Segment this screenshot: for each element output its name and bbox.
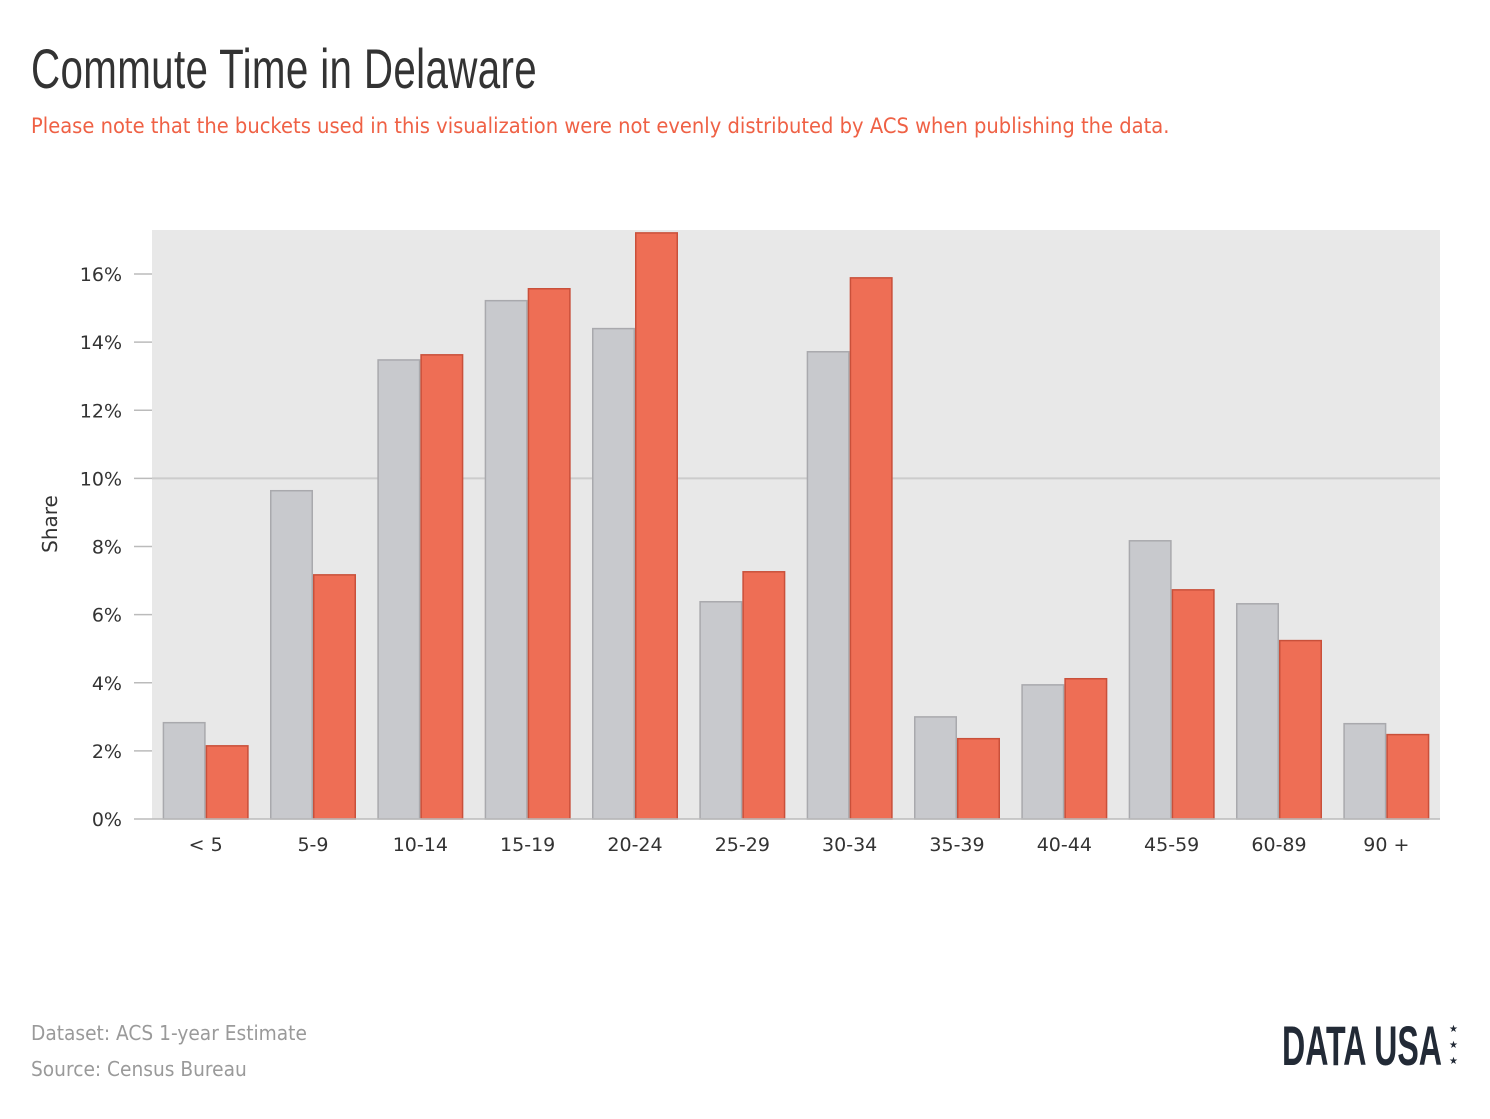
logo-star-icon: ★ [1449, 1040, 1458, 1051]
bar-series-1[interactable] [377, 359, 421, 820]
logo-text: DATA USA [1282, 1014, 1442, 1075]
x-tick-label: 5-9 [297, 834, 328, 856]
bar-series-1[interactable] [806, 351, 850, 820]
bar-series-2[interactable] [527, 288, 571, 820]
plot-background [152, 230, 1440, 819]
x-tick-label: 45-59 [1144, 834, 1199, 856]
y-axis-label: Share [38, 495, 62, 553]
bar-series-1[interactable] [1343, 722, 1387, 820]
x-tick-label: 20-24 [607, 834, 662, 856]
bar-series-1[interactable] [1236, 603, 1279, 820]
x-tick-label: 25-29 [715, 834, 770, 856]
y-tick-label: 12% [80, 400, 122, 422]
x-tick-label: 15-19 [500, 834, 555, 856]
x-tick-label: 60-89 [1251, 834, 1306, 856]
y-tick-label: 2% [92, 741, 122, 763]
bar-series-2[interactable] [849, 277, 893, 820]
chart-title: Commute Time in Delaware [31, 37, 538, 100]
source-label: Source: Census Bureau [31, 1057, 247, 1081]
bar-series-1[interactable] [162, 721, 206, 820]
bar-series-2[interactable] [1386, 733, 1430, 820]
x-tick-label: 30-34 [822, 834, 877, 856]
y-tick-label: 14% [80, 332, 122, 354]
x-tick-label: 90 + [1363, 834, 1409, 856]
bar-series-1[interactable] [592, 327, 635, 820]
bar-series-2[interactable] [205, 745, 249, 820]
bar-series-1[interactable] [914, 716, 957, 820]
y-tick-label: 4% [92, 673, 122, 695]
chart-subtitle: Please note that the buckets used in thi… [31, 114, 1170, 138]
bar-series-2[interactable] [957, 737, 1000, 820]
bar-series-1[interactable] [270, 489, 313, 820]
bar-series-1[interactable] [1128, 540, 1172, 820]
y-tick-label: 16% [80, 264, 122, 286]
bar-series-2[interactable] [1064, 677, 1108, 820]
logo-star-icon: ★ [1449, 1056, 1458, 1067]
bar-series-2[interactable] [1279, 639, 1322, 820]
dataset-label: Dataset: ACS 1-year Estimate [31, 1021, 307, 1045]
bar-series-2[interactable] [742, 571, 786, 820]
x-tick-label: 40-44 [1037, 834, 1092, 856]
y-tick-label: 6% [92, 605, 122, 627]
data-usa-logo[interactable]: DATA USA ★ ★ ★ [1270, 1005, 1470, 1075]
x-tick-label: 10-14 [393, 834, 448, 856]
y-tick-label: 0% [92, 809, 122, 831]
logo-star-icon: ★ [1449, 1024, 1458, 1035]
bar-series-2[interactable] [420, 354, 464, 820]
bar-series-1[interactable] [484, 299, 528, 820]
x-axis: < 5 5-9 10-14 15-19 20-24 25-29 30-34 35-39 40-4… [152, 818, 1440, 856]
x-tick-label: < 5 [189, 834, 223, 856]
bar-series-1[interactable] [1021, 684, 1065, 820]
x-tick-label: 35-39 [929, 834, 984, 856]
bar-series-2[interactable] [1171, 589, 1215, 820]
bar-series-2[interactable] [313, 574, 356, 820]
bar-series-1[interactable] [699, 601, 743, 820]
bar-series-2[interactable] [635, 232, 678, 820]
y-tick-label: 10% [80, 468, 122, 490]
y-tick-label: 8% [92, 537, 122, 559]
y-axis: 0% 2% 4% 6% 8% 10% 12% 14% 16% [80, 264, 1440, 831]
